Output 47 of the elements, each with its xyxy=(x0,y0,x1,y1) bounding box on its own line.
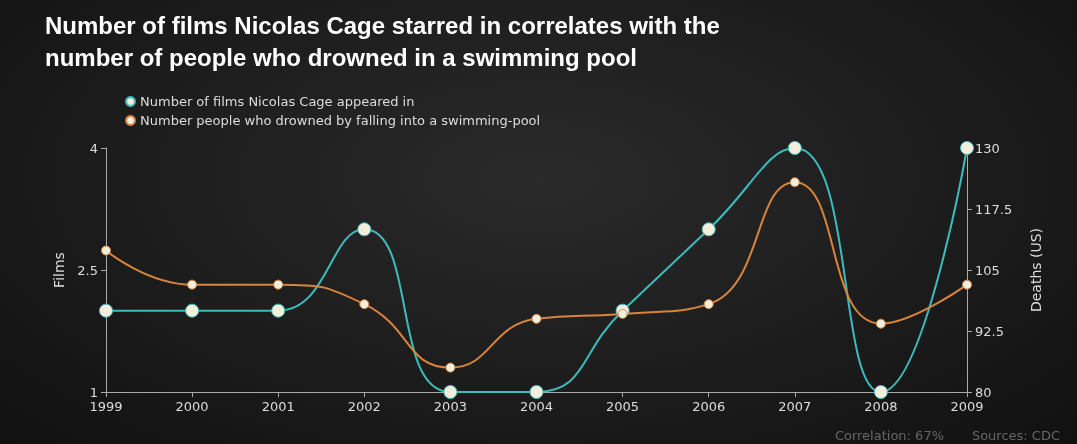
point xyxy=(529,385,544,399)
point xyxy=(701,222,716,237)
y-tick-label: 2.5 xyxy=(77,262,98,278)
point xyxy=(875,318,886,329)
x-tick-label: 2004 xyxy=(519,399,554,414)
point xyxy=(271,303,286,318)
point xyxy=(357,222,372,237)
point xyxy=(445,362,456,373)
x-tick-label: 2001 xyxy=(261,399,295,414)
y-axis-title: Films xyxy=(51,252,67,288)
x-tick-label: 2003 xyxy=(433,399,467,414)
x-tick-label: 2008 xyxy=(864,399,898,414)
point xyxy=(185,303,200,318)
chart-title: Number of films Nicolas Cage starred in correlates with the number of people who drowned in a swimming pool xyxy=(45,11,720,71)
legend-label: Number people who drowned by falling into a swimming-pool xyxy=(140,113,541,128)
x-tick-label: 1999 xyxy=(89,399,123,414)
y2-axis-title: Deaths (US) xyxy=(1028,227,1044,313)
x-tick-label: 2002 xyxy=(347,399,381,414)
text: Correlation: 67% xyxy=(834,428,944,443)
y-tick-label: 1 xyxy=(89,384,98,400)
x-tick-label: 2006 xyxy=(692,399,726,414)
x-tick-label: 2000 xyxy=(175,399,209,414)
point xyxy=(703,299,714,310)
x-tick-label: 2007 xyxy=(778,399,812,414)
y2-tick-label: 130 xyxy=(975,140,1000,156)
point xyxy=(960,141,974,155)
point xyxy=(962,279,972,290)
legend-label: Number of films Nicolas Cage appeared in xyxy=(140,94,415,109)
point xyxy=(787,141,802,155)
point xyxy=(101,245,111,256)
point xyxy=(531,313,542,324)
point xyxy=(273,279,284,290)
y-tick-label: 4 xyxy=(89,140,98,156)
y2-tick-label: 80 xyxy=(975,384,992,400)
point xyxy=(187,279,198,290)
point xyxy=(99,303,113,318)
point xyxy=(873,385,888,399)
y2-tick-label: 105 xyxy=(975,262,1000,278)
point xyxy=(359,299,370,310)
y2-tick-label: 117.5 xyxy=(975,201,1013,217)
point xyxy=(617,308,628,319)
x-tick-label: 2005 xyxy=(606,399,640,414)
y2-tick-label: 92.5 xyxy=(975,323,1004,339)
source-note: Sources: CDC xyxy=(971,428,1061,443)
x-tick-label: 2009 xyxy=(950,399,984,414)
point xyxy=(443,385,458,399)
point xyxy=(789,177,800,188)
